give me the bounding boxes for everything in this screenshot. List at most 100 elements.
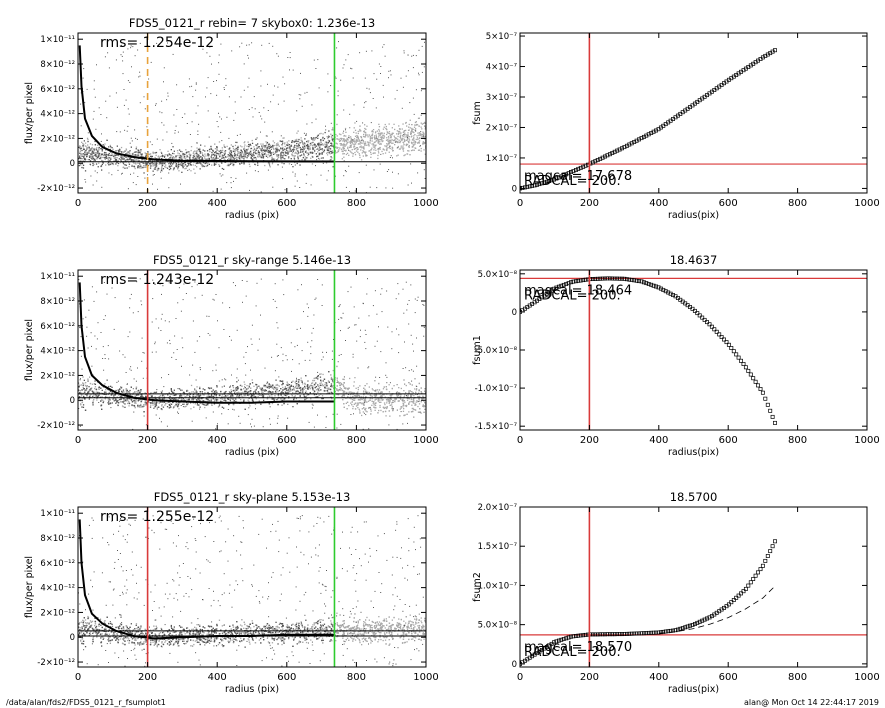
ylabel-p3: flux/per pixel (24, 319, 35, 381)
ytick-label-p6-3: 1.5×10⁻⁷ (478, 542, 518, 552)
ytick-label-p3-1: 0 (70, 396, 75, 406)
ytick-label-p3-2: 2×10⁻¹² (40, 371, 75, 381)
ytick-label-p6-4: 2.0×10⁻⁷ (478, 503, 518, 513)
ytick-label-p5-6: 1×10⁻¹¹ (40, 509, 75, 519)
panel-p6: 0 200 400 600 800 1000 0 5.0×10⁻⁸ 1.0×10⁻⁷ 1.5×10… (472, 490, 880, 695)
footer-filepath: /data/alan/fds2/FDS5_0121_r_fsumplot1 (6, 698, 166, 707)
plot-area-p5 (78, 507, 426, 667)
xtick-label-p4-1: 200 (580, 435, 599, 446)
rms-annotation-p1: rms= 1.254e-12 (100, 35, 214, 51)
frame-p6 (519, 506, 868, 668)
xtick-label-p6-0: 0 (517, 672, 523, 683)
frame-p1 (77, 32, 427, 194)
xtick-label-p6-1: 200 (580, 672, 599, 683)
xtick-label-p1-1: 200 (138, 198, 157, 209)
ytick-label-p6-0: 0 (512, 660, 517, 670)
xtick-label-p5-3: 600 (277, 672, 296, 683)
ytick-label-p2-1: 1×10⁻⁷ (486, 154, 518, 164)
title-p6: 18.5700 (670, 490, 718, 504)
xtick-label-p3-2: 400 (208, 435, 227, 446)
ytick-label-p1-3: 4×10⁻¹² (40, 110, 75, 120)
ytick-label-p4-1: -1.0×10⁻⁷ (475, 384, 518, 394)
xlabel-p1: radius (pix) (225, 210, 279, 221)
ytick-label-p4-3: 0 (512, 308, 517, 318)
panel-p2: 0 200 400 600 800 1000 0 1×10⁻⁷ 2×10⁻⁷ 3×10⁻⁷ 4×10… (472, 32, 880, 221)
xtick-label-p1-5: 1000 (413, 198, 438, 209)
ylabel-p2: fsum (472, 101, 483, 125)
ytick-label-p5-0: -2×10⁻¹² (37, 658, 75, 668)
panel-p4: 0 200 400 600 800 1000 -1.5×10⁻⁷ -1.0×10⁻⁷ -5.0×… (472, 253, 880, 458)
xtick-label-p6-3: 600 (719, 672, 738, 683)
plot-area-p3 (78, 270, 426, 430)
ytick-label-p1-5: 8×10⁻¹² (40, 60, 75, 70)
xlabel-p2: radius(pix) (668, 210, 719, 221)
xtick-label-p1-0: 0 (75, 198, 81, 209)
title-p5: FDS5_0121_r sky-plane 5.153e-13 (154, 490, 351, 504)
ytick-label-p4-0: -1.5×10⁻⁷ (475, 422, 518, 432)
xtick-label-p5-4: 800 (347, 672, 366, 683)
xtick-label-p6-2: 400 (649, 672, 668, 683)
ytick-label-p5-5: 8×10⁻¹² (40, 534, 75, 544)
magcal-label-p2: magcal= 17.678 (524, 169, 632, 184)
scatter-dark-p3 (78, 278, 425, 430)
xtick-label-p6-5: 1000 (854, 672, 879, 683)
xtick-label-p5-0: 0 (75, 672, 81, 683)
ytick-label-p2-3: 3×10⁻⁷ (486, 93, 518, 103)
title-p1: FDS5_0121_r rebin= 7 skybox0: 1.236e-13 (129, 16, 375, 30)
frame-p3 (77, 269, 427, 431)
ylabel-p4: fsum1 (472, 335, 483, 365)
ytick-label-p5-1: 0 (70, 633, 75, 643)
magcal-label-p4: magcal= 18.464 (524, 283, 632, 298)
profile-line-p3 (78, 282, 335, 404)
plot-area-p1 (78, 33, 426, 193)
ytick-label-p1-0: -2×10⁻¹² (37, 184, 75, 194)
rms-annotation-p3: rms= 1.243e-12 (100, 272, 214, 288)
ytick-label-p3-0: -2×10⁻¹² (37, 421, 75, 431)
ytick-label-p2-2: 2×10⁻⁷ (486, 123, 518, 133)
scatter-dark-p5 (78, 515, 424, 667)
title-p3: FDS5_0121_r sky-range 5.146e-13 (153, 253, 351, 267)
xlabel-p4: radius(pix) (668, 447, 719, 458)
xtick-label-p2-5: 1000 (854, 198, 879, 209)
xtick-label-p3-1: 200 (138, 435, 157, 446)
ytick-label-p5-4: 6×10⁻¹² (40, 559, 75, 569)
xlabel-p5: radius (pix) (225, 684, 279, 695)
radcal-label-p4: RADCAL= 200. (524, 288, 621, 303)
xtick-label-p2-0: 0 (517, 198, 523, 209)
curve-markers-p4 (520, 276, 777, 425)
panel-p5: 0 200 400 600 800 1000-2×10⁻¹²02×10⁻¹²4×10⁻¹²… (24, 490, 439, 695)
xtick-label-p2-2: 400 (649, 198, 668, 209)
scatter-dark-p1 (78, 41, 426, 193)
title-p4: 18.4637 (670, 253, 718, 267)
profile-line-p5 (78, 519, 335, 640)
panel-p1: 0 200 400 600 800 1000-2×10⁻¹²02×10⁻¹²4×10⁻¹²… (24, 16, 439, 221)
xtick-label-p5-2: 400 (208, 672, 227, 683)
profile-line-p1 (78, 45, 335, 163)
ytick-label-p1-1: 0 (70, 159, 75, 169)
panel-p3: 0 200 400 600 800 1000-2×10⁻¹²02×10⁻¹²4×10⁻¹²… (24, 253, 439, 458)
xtick-label-p3-5: 1000 (413, 435, 438, 446)
rms-annotation-p5: rms= 1.255e-12 (100, 509, 214, 525)
frame-p2 (519, 32, 868, 194)
xtick-label-p3-3: 600 (277, 435, 296, 446)
frame-p5 (77, 506, 427, 668)
radcal-label-p2: RADCAL= 200. (524, 174, 621, 189)
ytick-label-p2-0: 0 (512, 184, 517, 194)
xtick-label-p4-3: 600 (719, 435, 738, 446)
xtick-label-p1-3: 600 (277, 198, 296, 209)
xtick-label-p2-1: 200 (580, 198, 599, 209)
ytick-label-p3-4: 6×10⁻¹² (40, 322, 75, 332)
plot-area-p6 (520, 507, 867, 667)
xtick-label-p5-1: 200 (138, 672, 157, 683)
ytick-label-p6-1: 5.0×10⁻⁸ (478, 621, 518, 631)
xlabel-p3: radius (pix) (225, 447, 279, 458)
dash-curve-p6 (658, 585, 776, 634)
xtick-label-p1-2: 400 (208, 198, 227, 209)
magcal-label-p6: magcal= 18.570 (524, 640, 632, 655)
xtick-label-p2-4: 800 (788, 198, 807, 209)
xtick-label-p4-0: 0 (517, 435, 523, 446)
ytick-label-p3-6: 1×10⁻¹¹ (40, 272, 75, 282)
xtick-label-p5-5: 1000 (413, 672, 438, 683)
radcal-label-p6: RADCAL= 200. (524, 645, 621, 660)
ytick-label-p3-3: 4×10⁻¹² (40, 347, 75, 357)
